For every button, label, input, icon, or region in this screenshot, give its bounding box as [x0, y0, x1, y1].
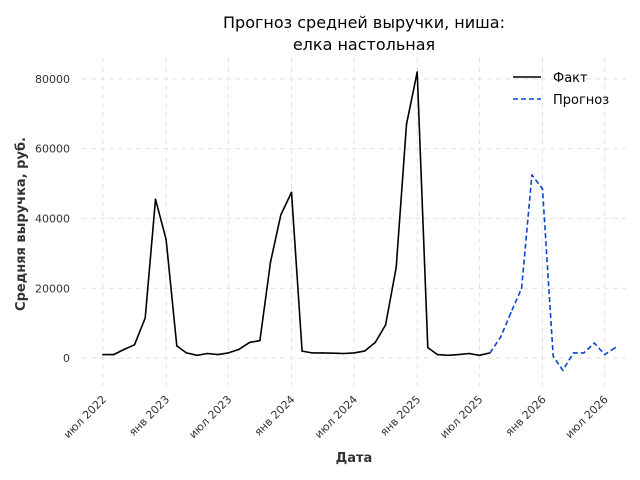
data-point-0	[478, 354, 481, 357]
data-point-0	[133, 344, 136, 346]
data-point-0	[248, 341, 251, 344]
data-point-0	[436, 353, 439, 356]
series	[102, 71, 617, 372]
data-point-0	[301, 350, 303, 352]
y-tick-label: 80000	[35, 73, 70, 86]
x-tick-label: июл 2026	[563, 393, 611, 441]
data-point-1	[603, 353, 606, 356]
data-point-1	[572, 352, 575, 354]
data-point-1	[614, 346, 617, 349]
data-point-1	[593, 342, 596, 344]
data-point-1	[583, 352, 585, 354]
data-point-1	[552, 355, 554, 358]
chart-title-line-2: елка настольная	[293, 35, 435, 54]
y-tick-label: 20000	[35, 282, 70, 295]
data-point-0	[217, 353, 219, 356]
data-point-0	[227, 352, 230, 354]
data-point-1	[562, 369, 564, 372]
data-point-0	[165, 238, 167, 241]
data-point-0	[384, 324, 387, 326]
x-tick-label: янв 2024	[252, 393, 298, 439]
data-point-1	[510, 311, 512, 314]
data-point-0	[259, 339, 261, 342]
grid	[82, 58, 626, 386]
x-tick-label: июл 2024	[312, 393, 360, 441]
series-line-0	[102, 71, 491, 357]
y-tick-label: 40000	[35, 213, 70, 226]
data-point-0	[363, 350, 366, 352]
y-axis-label: Средняя выручка, руб.	[14, 137, 29, 311]
x-tick-label: июл 2022	[61, 393, 109, 441]
data-point-0	[206, 352, 209, 355]
x-tick-label: янв 2023	[126, 393, 172, 439]
data-point-0	[447, 354, 449, 357]
data-point-0	[112, 353, 115, 356]
x-tick-label: янв 2026	[503, 393, 549, 439]
data-point-0	[468, 352, 470, 355]
chart-title-line-1: Прогноз средней выручки, ниша:	[223, 13, 505, 32]
legend-label-fact: Факт	[553, 71, 588, 86]
series-line-1	[489, 174, 616, 372]
data-point-1	[489, 352, 491, 354]
data-point-0	[405, 123, 408, 126]
x-axis-label: Дата	[336, 451, 373, 466]
data-point-0	[269, 261, 272, 263]
data-point-0	[176, 345, 178, 347]
y-tick-label: 60000	[35, 143, 70, 156]
data-point-0	[185, 352, 188, 354]
data-point-0	[102, 353, 104, 356]
data-point-0	[144, 317, 146, 319]
data-point-0	[311, 352, 313, 354]
data-point-0	[280, 214, 282, 216]
data-point-1	[499, 336, 502, 338]
data-point-1	[531, 174, 533, 176]
data-point-0	[123, 348, 125, 351]
legend: Факт Прогноз	[513, 71, 609, 108]
x-tick-label: июл 2023	[186, 393, 234, 441]
x-tick-label: янв 2025	[377, 393, 423, 439]
data-point-0	[353, 352, 355, 354]
data-point-0	[238, 348, 240, 351]
data-point-0	[427, 346, 429, 349]
data-point-0	[342, 352, 345, 355]
data-point-0	[395, 266, 398, 269]
x-axis-ticks: июл 2022 янв 2023 июл 2023 янв 2024 июл 2024…	[61, 393, 611, 441]
data-point-1	[541, 188, 544, 190]
x-tick-label: июл 2025	[437, 393, 485, 441]
y-tick-label: 0	[63, 352, 70, 365]
data-point-0	[416, 71, 419, 73]
data-point-0	[374, 341, 377, 344]
y-axis-ticks: 0 20000 40000 60000 80000	[35, 73, 70, 365]
data-point-0	[290, 191, 293, 194]
data-point-0	[321, 352, 324, 354]
legend-label-forecast: Прогноз	[553, 93, 609, 108]
data-point-0	[154, 198, 157, 201]
data-point-0	[457, 353, 460, 356]
data-point-0	[332, 352, 334, 355]
data-point-1	[520, 287, 523, 290]
data-point-0	[196, 354, 198, 357]
